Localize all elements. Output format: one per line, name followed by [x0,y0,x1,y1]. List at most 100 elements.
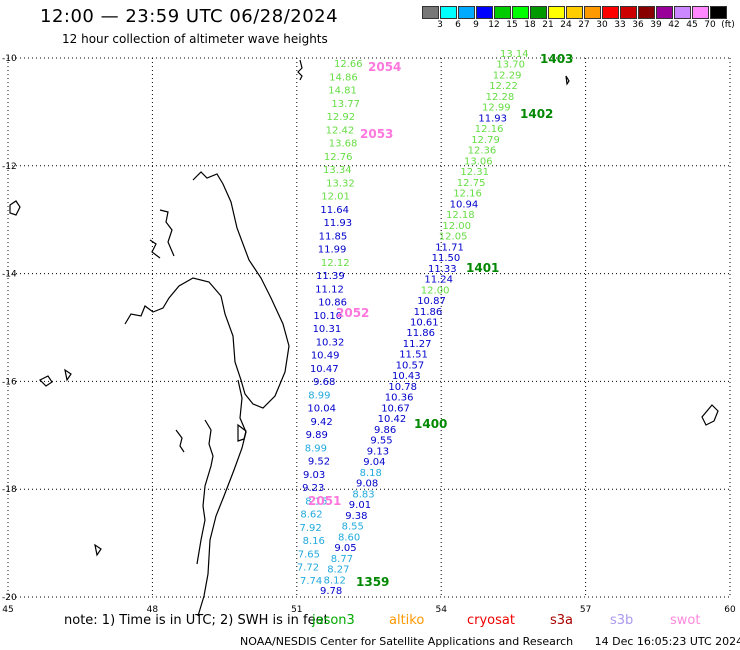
page-subtitle: 12 hour collection of altimeter wave hei… [62,32,328,46]
wave-height-value: 10.36 [385,393,414,404]
wave-height-value: 13.06 [464,156,493,167]
lon-tick-label: 45 [2,605,13,615]
wave-height-value: 11.86 [414,307,443,318]
wave-height-value: 9.78 [320,586,342,597]
wave-height-value: 12.05 [439,232,468,243]
wave-height-value: 11.39 [316,271,345,282]
wave-height-value: 12.01 [321,192,350,203]
page-title: 12:00 — 23:59 UTC 06/28/2024 [40,6,339,27]
wave-height-value: 11.64 [320,205,349,216]
wave-height-value: 9.23 [302,483,324,494]
wave-height-value: 12.99 [482,103,511,114]
scale-label: 36 [632,20,644,30]
wave-height-value: 10.57 [396,360,425,371]
scale-label: 12 [488,20,500,30]
wave-height-value: 12.22 [489,81,518,92]
wave-height-value: 12.36 [468,146,497,157]
wave-height-value: 11.85 [319,231,348,242]
wave-height-value: 13.68 [329,139,358,150]
sat-jason3: jason3 [312,613,355,628]
pass-time-label: 1403 [540,52,573,66]
wave-height-value: 10.10 [313,311,342,322]
wave-height-color-scale: 3 6 9 12 15 18 21 24 27 30 33 36 39 42 45 70 (ft) [422,6,737,30]
wave-height-value: 13.34 [323,165,352,176]
pass-time-label: 2052 [336,306,369,320]
wave-height-value: 12.29 [493,70,522,81]
wave-height-value: 12.75 [457,178,486,189]
pass-time-label: 1401 [466,261,499,275]
wave-height-value: 8.12 [324,575,346,586]
wave-height-value: 8.62 [300,510,322,521]
lon-tick-label: 60 [724,605,736,615]
scale-label: 24 [560,20,572,30]
scale-label: (ft) [721,20,735,30]
wave-height-value: 12.00 [421,285,450,296]
sat-altiko: altiko [389,613,425,628]
lon-tick-label: 57 [580,605,591,615]
wave-height-value: 8.15 [305,496,327,507]
note-line: note: 1) Time is in UTC; 2) SWH is in fe… [64,613,700,628]
scale-labels: 3 6 9 12 15 18 21 24 27 30 33 36 39 42 45 70 (ft) [422,20,737,30]
wave-height-value: 9.05 [334,543,356,554]
wave-height-value: 11.93 [478,113,507,124]
wave-height-value: 7.72 [297,563,319,574]
wave-height-value: 8.60 [338,532,360,543]
sat-cryosat: cryosat [467,613,515,628]
wave-height-value: 12.12 [321,258,350,269]
wave-height-value: 12.28 [486,92,515,103]
wave-height-value: 12.76 [324,152,353,163]
scale-swatch [710,6,727,19]
lon-tick-label: 48 [147,605,159,615]
wave-height-value: 9.03 [303,470,325,481]
wave-height-value: 10.43 [392,371,421,382]
wave-height-value: 9.13 [367,446,389,457]
wave-height-value: 12.92 [327,112,356,123]
wave-height-value: 13.77 [331,99,360,110]
scale-label: 3 [437,20,443,30]
wave-height-value: 8.83 [352,489,374,500]
scale-label: 9 [473,20,479,30]
wave-height-value: 7.65 [298,549,320,560]
wave-height-value: 12.66 [334,59,363,70]
wave-height-value: 10.94 [450,199,479,210]
scale-label: 15 [506,20,518,30]
wave-height-value: 12.31 [460,167,489,178]
wave-height-value: 8.99 [308,390,330,401]
wave-height-value: 11.99 [318,245,347,256]
scale-swatch [656,6,673,19]
pass-time-label: 2053 [360,127,393,141]
scale-label: 6 [455,20,461,30]
lat-lon-grid: 45 -10 48 -12 51 -14 54 -16 57 -18 60 -20 [2,54,736,615]
wave-height-value: 11.86 [406,328,435,339]
sat-s3a: s3a [550,613,574,628]
scale-label: 27 [578,20,590,30]
wave-height-value: 8.55 [342,522,364,533]
wave-height-value: 7.74 [300,576,322,587]
wave-height-value: 11.27 [403,339,432,350]
scale-swatch [566,6,583,19]
wave-height-value: 8.27 [327,565,349,576]
sat-s3b: s3b [610,613,634,628]
wave-height-value: 9.38 [345,511,367,522]
scale-label: 21 [542,20,554,30]
scale-swatch [620,6,637,19]
wave-height-value: 13.32 [326,178,355,189]
wave-height-value: 10.87 [417,296,446,307]
wave-height-value: 12.18 [446,210,475,221]
wave-height-value: 12.16 [475,124,504,135]
scale-swatch [458,6,475,19]
wave-height-value: 10.47 [310,364,339,375]
wave-height-value: 11.93 [324,218,353,229]
scale-swatch [512,6,529,19]
wave-height-value: 9.04 [363,457,385,468]
note-text: note: 1) Time is in UTC; 2) SWH is in fe… [64,613,329,628]
lon-tick-label: 54 [435,605,447,615]
wave-height-value: 11.12 [315,284,344,295]
scale-swatch [674,6,691,19]
wave-height-value: 9.86 [374,425,396,436]
footer-generated: 14 Dec 16:05:23 UTC 2024 [594,635,740,648]
wave-height-value: 10.61 [410,318,439,329]
scale-swatches [422,6,737,19]
footer: NOAA/NESDIS Center for Satellite Applica… [240,635,740,648]
